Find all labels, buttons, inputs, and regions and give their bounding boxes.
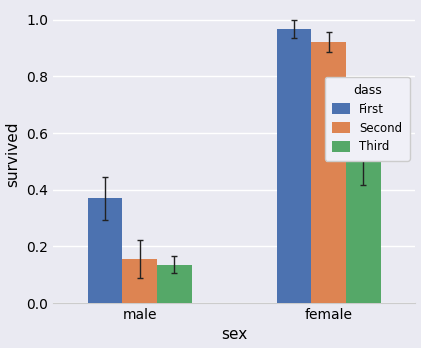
Y-axis label: survived: survived: [5, 121, 21, 187]
Bar: [346, 161, 381, 303]
X-axis label: sex: sex: [221, 327, 247, 342]
Bar: [123, 259, 157, 303]
Bar: [277, 29, 312, 303]
Legend: First, Second, Third: First, Second, Third: [325, 77, 410, 160]
Bar: [312, 42, 346, 303]
Bar: [157, 265, 192, 303]
Bar: [88, 198, 123, 303]
